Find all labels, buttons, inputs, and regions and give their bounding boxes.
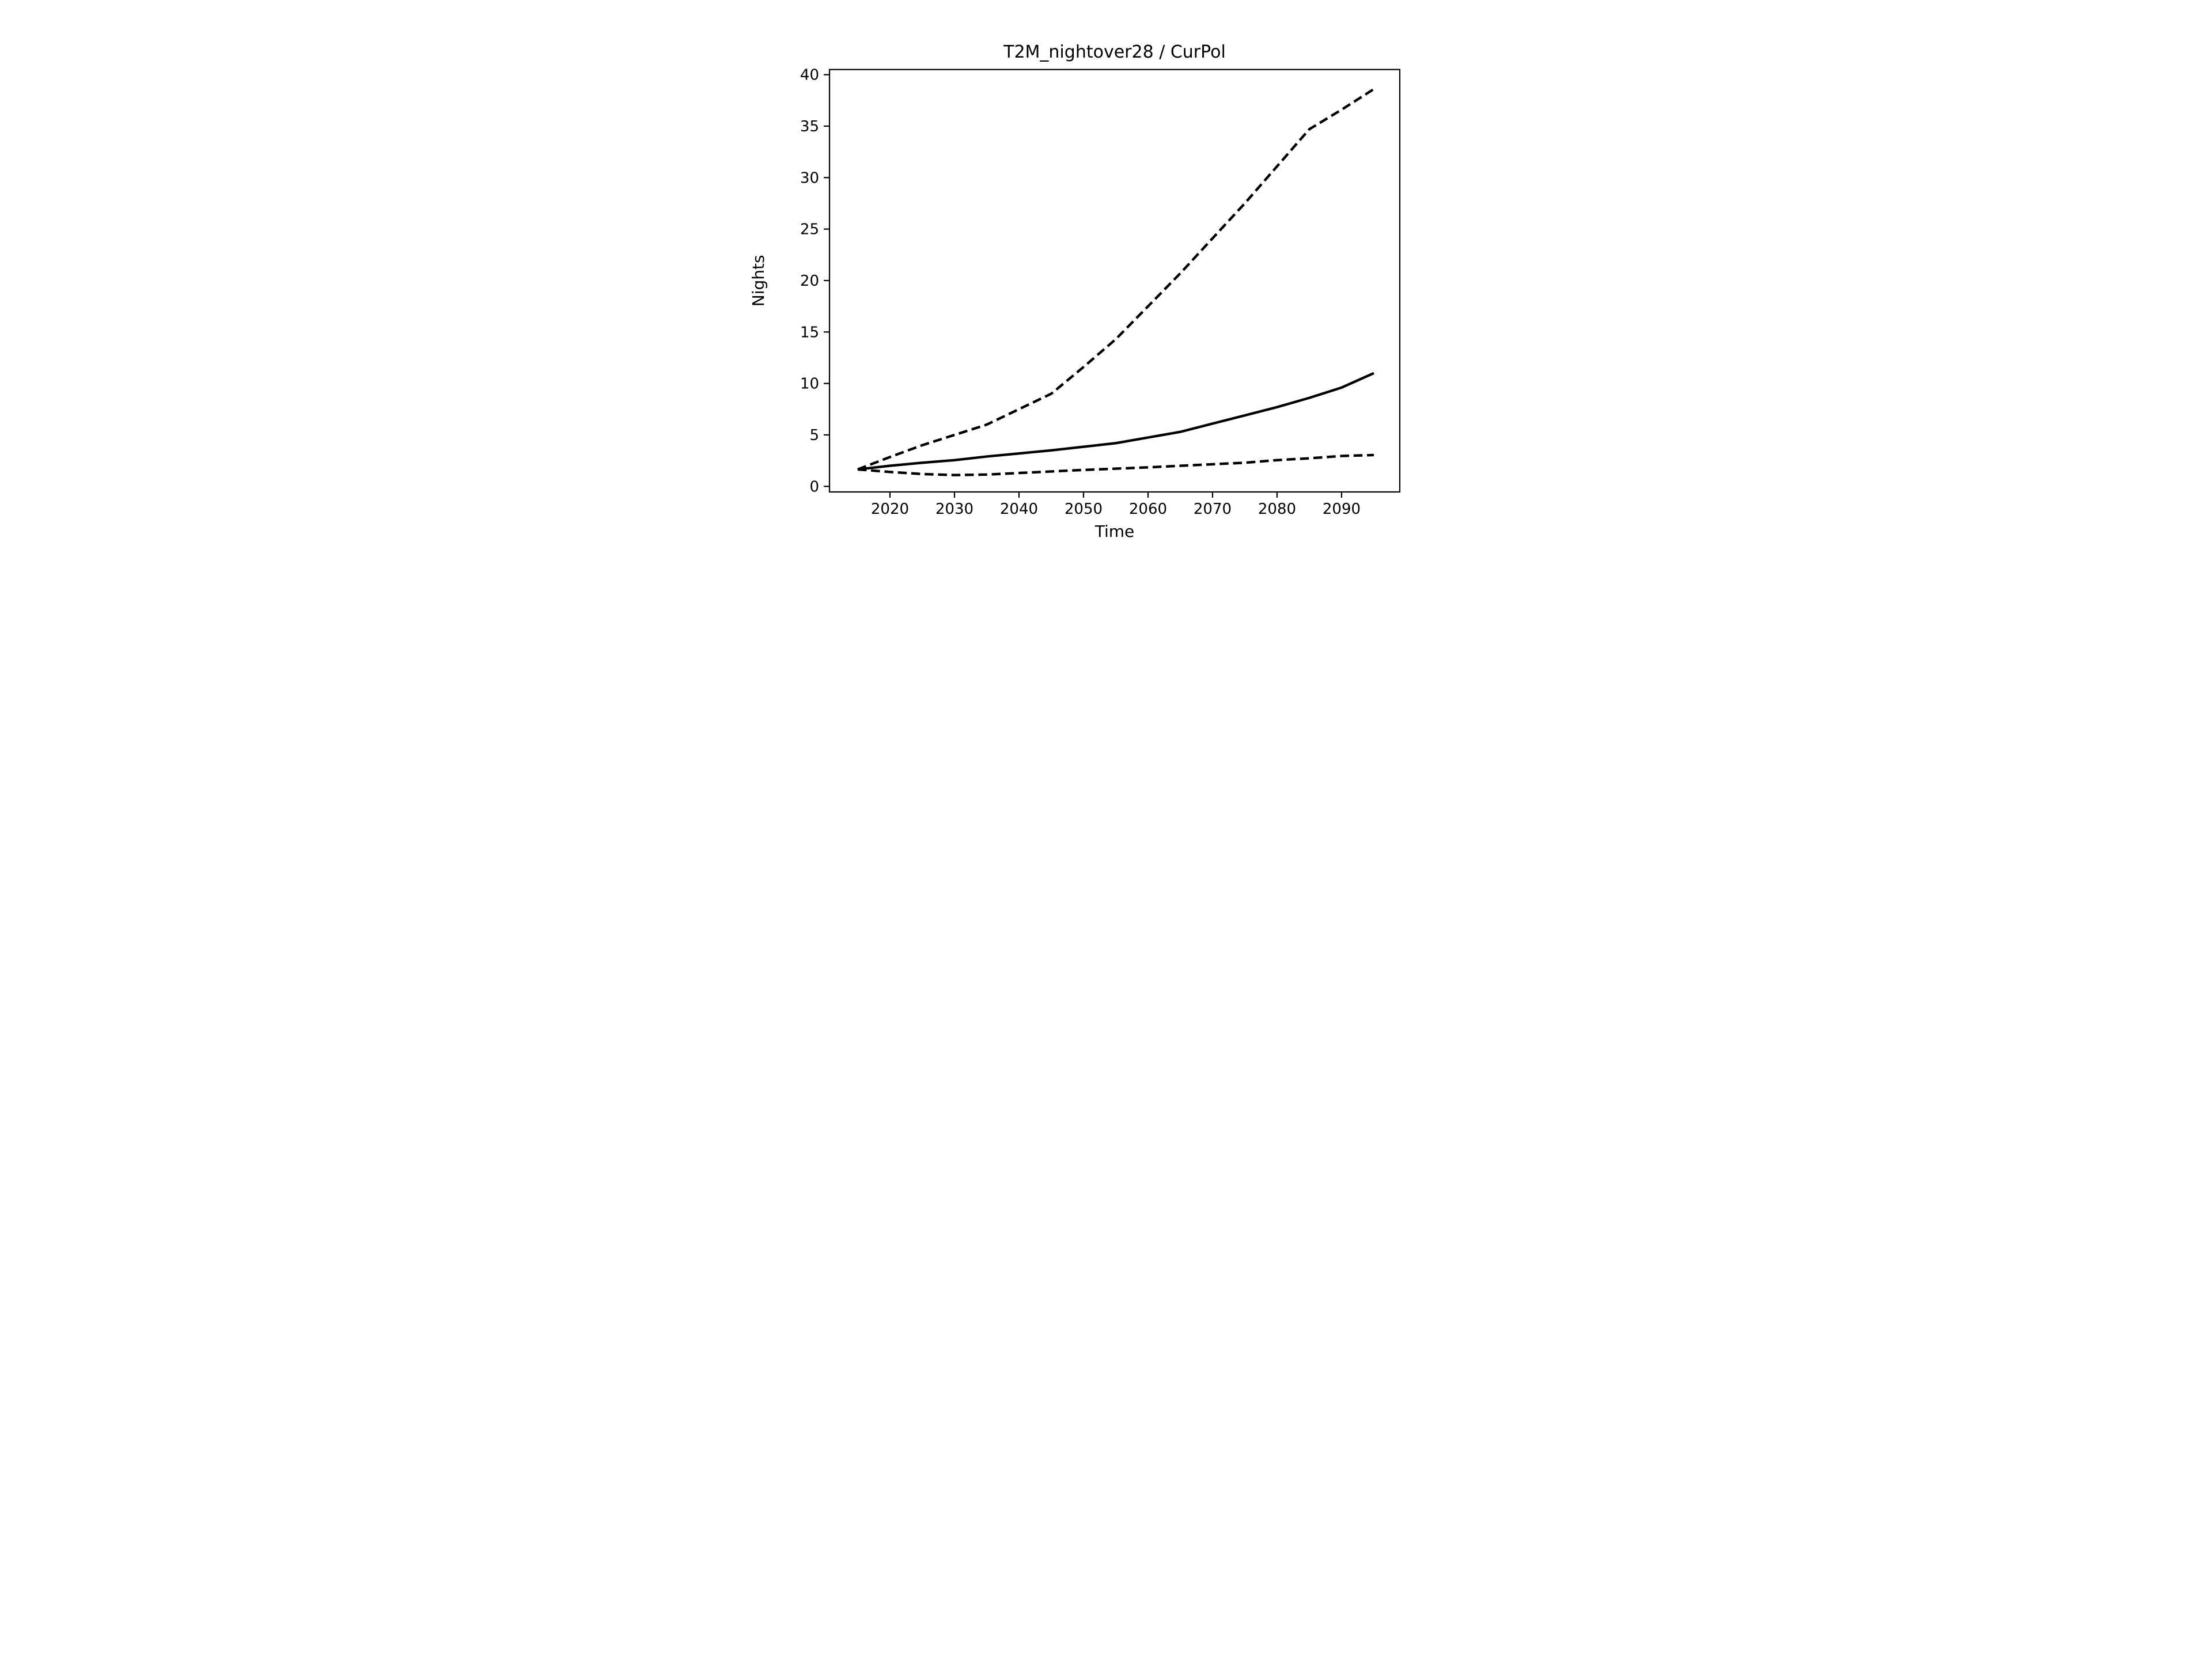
y-tick-label: 20 — [800, 272, 819, 290]
figure: 2020 2030 2040 2050 2060 2070 2080 2090 0 5 10 15 2… — [737, 0, 1475, 553]
axes-spine-box — [828, 69, 1401, 493]
y-tick-label: 0 — [809, 478, 819, 495]
y-axis-ticks: 0 5 10 15 20 25 30 35 40 — [800, 67, 830, 495]
x-tick-label: 2070 — [1194, 501, 1232, 518]
series-upper-dashed-line — [857, 88, 1375, 471]
x-tick-label: 2020 — [871, 501, 909, 518]
x-tick-label: 2050 — [1065, 501, 1103, 518]
y-tick-label: 10 — [800, 376, 819, 393]
data-series-group — [857, 88, 1375, 476]
x-tick-label: 2090 — [1323, 501, 1361, 518]
x-tick-label: 2060 — [1129, 501, 1167, 518]
y-tick-label: 30 — [800, 169, 819, 187]
plot-canvas: 2020 2030 2040 2050 2060 2070 2080 2090 0510152… — [749, 42, 1401, 541]
x-axis-ticks: 2020 2030 2040 2050 2060 2070 2080 2090 — [871, 492, 1361, 518]
series-lower-dashed-line — [857, 453, 1374, 476]
y-tick-label: 35 — [800, 118, 819, 135]
y-tick-label: 5 — [809, 427, 819, 444]
axes-frame — [828, 69, 1401, 493]
x-tick-label: 2030 — [935, 501, 974, 518]
x-tick-label: 2080 — [1258, 501, 1296, 518]
x-axis-label: Time — [1094, 522, 1135, 541]
y-tick-label: 40 — [800, 67, 819, 84]
chart-title: T2M_nightover28 / CurPol — [1003, 42, 1226, 62]
series-median-solid-line — [857, 372, 1374, 471]
y-tick-label: 25 — [800, 221, 819, 238]
y-tick-label: 15 — [800, 324, 819, 341]
y-axis-label: Nights — [749, 255, 768, 306]
x-tick-label: 2040 — [1000, 501, 1038, 518]
